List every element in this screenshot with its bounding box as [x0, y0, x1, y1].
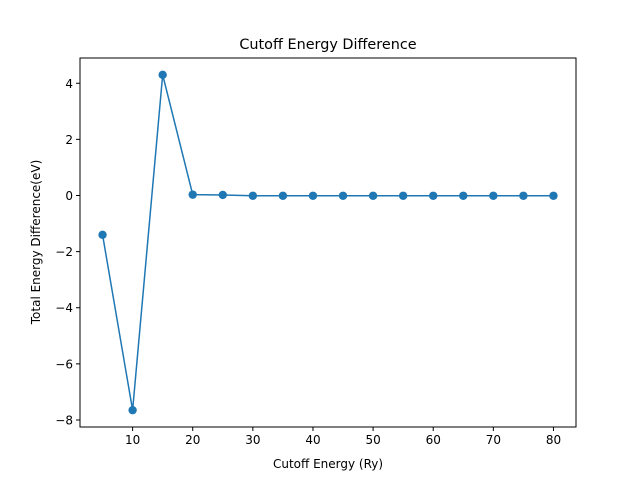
y-tick-label: 0 [65, 189, 73, 203]
data-point [98, 230, 107, 239]
data-point [459, 191, 468, 200]
data-point [368, 191, 378, 200]
data-point [308, 191, 318, 200]
data-point [519, 191, 528, 200]
x-axis-label: Cutoff Energy (Ry) [273, 457, 383, 471]
plot-area [79, 57, 577, 428]
x-tick-label: 80 [546, 433, 561, 447]
data-point [338, 191, 348, 200]
x-tick-label: 10 [125, 433, 140, 447]
x-axis-ticks: 10 20 30 40 50 60 70 80 [125, 427, 561, 447]
y-tick-label: −6 [55, 357, 73, 371]
y-tick-label: 4 [65, 77, 73, 91]
y-axis-ticks: −8 −6 −4 −2 0 2 4 [55, 77, 80, 427]
data-point [549, 191, 558, 200]
x-tick-label: 40 [305, 433, 320, 447]
data-point [429, 191, 438, 200]
data-point [489, 191, 498, 200]
data-point [218, 190, 227, 200]
chart-title: Cutoff Energy Difference [239, 37, 416, 53]
x-tick-label: 70 [486, 433, 501, 447]
axes-frame [79, 57, 577, 428]
y-tick-label: −4 [55, 301, 73, 315]
y-tick-label: −2 [55, 245, 73, 259]
data-point [188, 190, 197, 199]
y-axis-label: Total Energy Difference(eV) [29, 160, 43, 325]
x-tick-label: 60 [426, 433, 441, 447]
data-point [158, 70, 167, 80]
series-line [101, 74, 554, 411]
x-tick-label: 50 [365, 433, 380, 447]
x-tick-label: 30 [245, 433, 260, 447]
data-point [278, 191, 288, 200]
y-tick-label: 2 [65, 133, 73, 147]
y-tick-label: −8 [55, 413, 73, 427]
data-point [248, 191, 258, 200]
data-point [398, 191, 408, 200]
x-tick-label: 20 [185, 433, 200, 447]
data-point [128, 405, 137, 415]
